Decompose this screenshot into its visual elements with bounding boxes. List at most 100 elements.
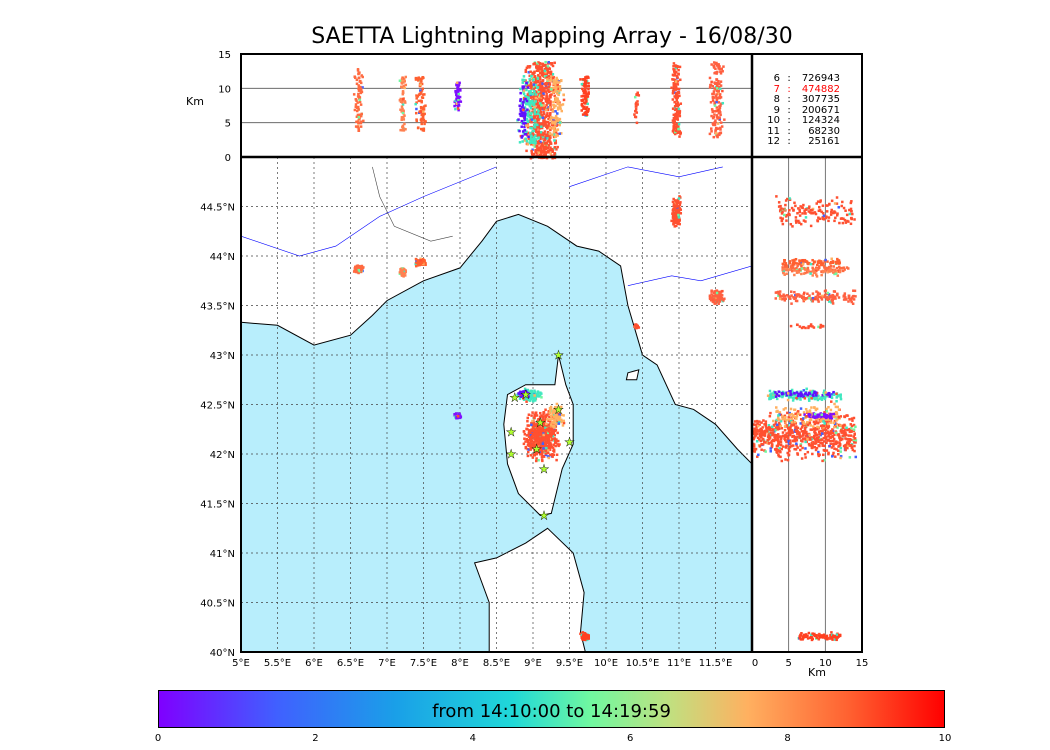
lightning-source-point bbox=[540, 458, 544, 461]
lightning-source-point bbox=[771, 395, 775, 399]
lightning-source-point bbox=[779, 435, 782, 438]
lightning-source-point bbox=[634, 102, 638, 106]
lightning-source-point bbox=[544, 152, 547, 155]
lightning-source-point bbox=[543, 112, 546, 116]
lightning-source-point bbox=[536, 434, 539, 438]
lightning-source-point bbox=[416, 77, 420, 80]
lightning-source-point bbox=[544, 71, 547, 74]
lightning-source-point bbox=[827, 219, 830, 223]
lightning-source-point bbox=[829, 436, 832, 439]
lightning-source-point bbox=[805, 430, 808, 434]
lightning-source-point bbox=[816, 421, 820, 425]
lightning-source-point bbox=[800, 272, 803, 276]
lightning-source-point bbox=[788, 413, 791, 417]
lightning-source-point bbox=[783, 260, 786, 264]
lightning-source-point bbox=[536, 118, 540, 121]
lightning-source-point bbox=[456, 107, 460, 110]
lightning-source-point bbox=[711, 84, 715, 88]
lightning-source-point bbox=[817, 450, 820, 454]
lightning-source-point bbox=[546, 146, 550, 149]
lightning-source-point bbox=[828, 265, 831, 269]
lightning-source-point bbox=[359, 121, 363, 125]
lightning-source-point bbox=[421, 87, 424, 90]
lightning-source-point bbox=[781, 222, 785, 226]
lightning-source-point bbox=[713, 101, 716, 104]
lightning-source-point bbox=[723, 118, 726, 121]
lightning-source-point bbox=[818, 200, 822, 204]
lightning-source-point bbox=[844, 221, 848, 224]
lightning-source-point bbox=[534, 398, 537, 401]
lightning-source-point bbox=[801, 212, 804, 215]
lightning-source-point bbox=[808, 415, 811, 418]
station-star-icon: ★ bbox=[506, 425, 517, 439]
lightning-source-point bbox=[671, 209, 675, 212]
lightning-source-point bbox=[806, 266, 810, 270]
lightning-source-point bbox=[546, 437, 549, 441]
lightning-source-point bbox=[547, 97, 551, 101]
lightning-source-point bbox=[807, 442, 811, 446]
lightning-source-point bbox=[548, 71, 551, 74]
lightning-source-point bbox=[534, 98, 537, 101]
lightning-source-point bbox=[542, 433, 545, 437]
lightning-source-point bbox=[825, 449, 829, 452]
lightning-source-point bbox=[402, 109, 405, 112]
lightning-source-point bbox=[554, 417, 557, 420]
lightning-source-point bbox=[524, 97, 527, 101]
lightning-source-point bbox=[523, 111, 526, 115]
lightning-source-point bbox=[848, 456, 852, 459]
lightning-source-point bbox=[414, 264, 418, 268]
lightning-source-point bbox=[713, 81, 716, 84]
lightning-source-point bbox=[529, 92, 533, 95]
lightning-source-point bbox=[824, 418, 828, 422]
lightning-source-point bbox=[794, 204, 797, 208]
lightning-source-point bbox=[787, 418, 790, 421]
lightning-source-point bbox=[518, 104, 521, 108]
lightning-source-point bbox=[800, 261, 804, 264]
lightning-source-point bbox=[674, 208, 677, 212]
lightning-source-point bbox=[815, 263, 819, 267]
lightning-source-point bbox=[542, 137, 545, 140]
lightning-source-point bbox=[675, 74, 679, 78]
lightning-source-point bbox=[541, 449, 544, 453]
lightning-source-point bbox=[534, 150, 537, 154]
lightning-source-point bbox=[540, 419, 543, 423]
lightning-source-point bbox=[784, 203, 787, 207]
lightning-source-point bbox=[838, 436, 841, 439]
lightning-source-point bbox=[785, 391, 788, 394]
lightning-source-point bbox=[718, 108, 721, 111]
lightning-source-point bbox=[404, 83, 408, 87]
lightning-source-point bbox=[533, 145, 537, 148]
lightning-source-point bbox=[525, 99, 529, 103]
lightning-source-point bbox=[534, 451, 537, 455]
lightning-source-point bbox=[551, 417, 554, 421]
lightning-source-point bbox=[519, 99, 522, 103]
lightning-source-point bbox=[519, 134, 523, 138]
lightning-source-point bbox=[819, 260, 823, 263]
lightning-source-point bbox=[813, 211, 817, 214]
lightning-source-point bbox=[533, 123, 537, 126]
lightning-source-point bbox=[843, 415, 847, 419]
lightning-source-point bbox=[529, 446, 532, 449]
lightning-source-point bbox=[558, 101, 561, 104]
lightning-source-point bbox=[528, 141, 531, 145]
lightning-source-point bbox=[543, 75, 547, 78]
lightning-source-point bbox=[810, 212, 813, 215]
lightning-source-point bbox=[635, 105, 638, 108]
lightning-source-point bbox=[843, 423, 846, 427]
lightning-source-point bbox=[675, 104, 678, 107]
lightning-source-point bbox=[671, 78, 674, 81]
lightning-source-point bbox=[768, 436, 772, 439]
lightning-source-point bbox=[526, 416, 530, 420]
lightning-source-point bbox=[796, 432, 799, 435]
lightning-source-point bbox=[531, 456, 535, 459]
lightning-source-point bbox=[424, 120, 427, 123]
lightning-source-point bbox=[795, 414, 799, 418]
lightning-source-point bbox=[415, 261, 418, 265]
lightning-source-point bbox=[771, 425, 774, 429]
lightning-source-point bbox=[535, 439, 538, 442]
lightning-source-point bbox=[754, 447, 758, 451]
lightning-source-point bbox=[529, 126, 532, 130]
lightning-source-point bbox=[549, 111, 552, 115]
lightning-source-point bbox=[537, 437, 540, 441]
lightning-source-point bbox=[824, 436, 828, 439]
